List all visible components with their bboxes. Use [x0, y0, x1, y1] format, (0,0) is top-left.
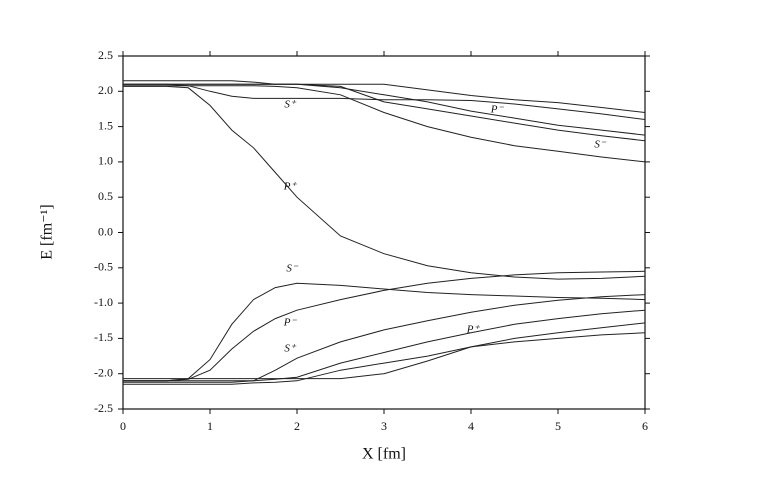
plot-frame [122, 55, 646, 410]
series-line [123, 85, 646, 280]
annotation: P⁻ [490, 104, 505, 116]
y-tick-label: -1.0 [94, 295, 113, 309]
series-line [123, 83, 646, 142]
x-axis-title: X [fm] [362, 446, 406, 463]
annotation: P⁺ [283, 181, 298, 193]
series-line [123, 322, 646, 380]
series-line [123, 294, 646, 382]
annotation: S⁺ [284, 99, 297, 111]
x-tick-label: 6 [642, 419, 648, 433]
y-axis-title: E [fm⁻¹] [39, 204, 56, 259]
y-tick-label: 0.0 [98, 224, 113, 238]
series-line [123, 282, 646, 382]
x-tick-label: 0 [120, 419, 126, 433]
y-tick-label: 1.0 [98, 154, 113, 168]
x-tick-label: 3 [381, 419, 387, 433]
series-line [123, 270, 646, 382]
y-tick-label: 2.0 [98, 83, 113, 97]
series-line [123, 309, 646, 383]
series-line [123, 85, 646, 163]
x-tick-label: 2 [294, 419, 300, 433]
series-line [123, 83, 646, 120]
x-tick-label: 4 [468, 419, 474, 433]
y-tick-label: -0.5 [94, 260, 113, 274]
y-tick-label: -2.5 [94, 401, 113, 415]
series-line [123, 332, 646, 385]
y-tick-label: 0.5 [98, 189, 113, 203]
annotation: P⁻ [283, 317, 298, 329]
annotation: S⁻ [286, 263, 299, 275]
y-tick-label: 1.5 [98, 118, 113, 132]
x-tick-label: 1 [207, 419, 213, 433]
series-line [123, 80, 646, 113]
x-tick-label: 5 [555, 419, 561, 433]
annotation: P⁺ [466, 324, 481, 336]
annotation: S⁻ [594, 139, 607, 151]
y-tick-label: -2.0 [94, 365, 113, 379]
y-tick-label: -1.5 [94, 330, 113, 344]
y-tick-label: 2.5 [98, 48, 113, 62]
annotation: S⁺ [284, 343, 297, 355]
